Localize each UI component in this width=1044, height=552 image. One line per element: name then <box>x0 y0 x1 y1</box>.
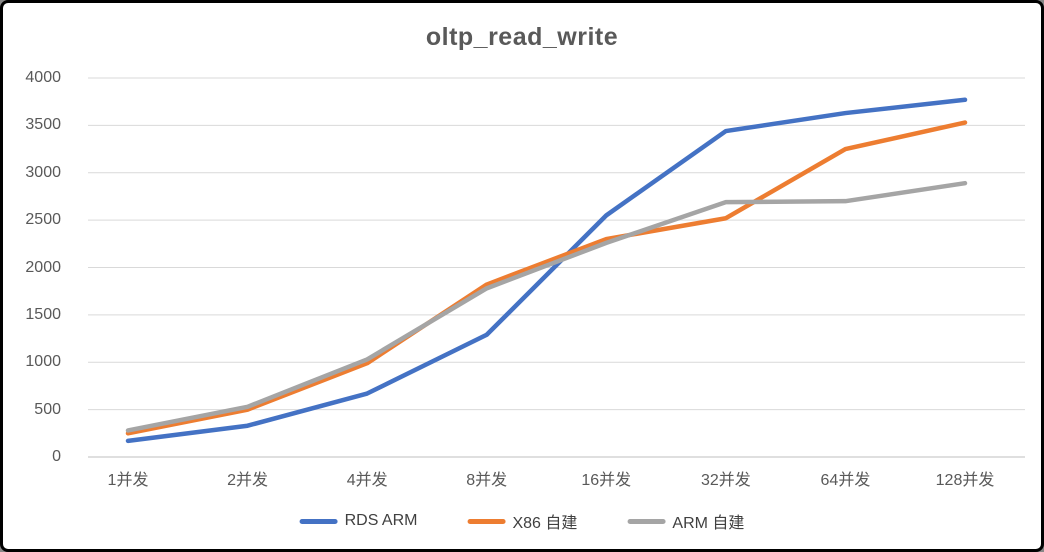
legend-line-swatch <box>467 518 506 524</box>
y-axis-tick-label: 1000 <box>25 353 61 371</box>
legend-item: ARM 自建 <box>627 509 744 533</box>
y-axis-tick-label: 4000 <box>25 69 61 86</box>
x-axis-tick-label: 128并发 <box>935 472 995 489</box>
legend-line-swatch <box>627 518 666 524</box>
x-axis-tick-label: 1并发 <box>107 472 149 489</box>
y-axis-tick-label: 3500 <box>25 116 61 134</box>
legend-item: RDS ARM <box>299 512 418 530</box>
series-line-0 <box>125 97 968 444</box>
x-axis-tick-label: 32并发 <box>700 472 751 489</box>
series-line-2 <box>125 180 968 433</box>
y-axis-tick-label: 0 <box>52 448 61 465</box>
legend-label: X86 自建 <box>512 515 578 532</box>
y-axis-tick-label: 2500 <box>25 211 61 229</box>
x-axis-tick-label: 16并发 <box>581 472 632 489</box>
x-axis-tick-label: 8并发 <box>466 472 508 489</box>
legend-item: X86 自建 <box>467 509 577 533</box>
legend-label: RDS ARM <box>344 512 418 529</box>
y-axis-tick-label: 500 <box>34 400 61 418</box>
chart-legend: RDS ARM X86 自建 ARM 自建 <box>299 509 744 533</box>
y-axis-tick-label: 1500 <box>25 305 61 323</box>
x-axis-tick-label: 2并发 <box>227 472 269 489</box>
series-line-1 <box>125 120 968 436</box>
legend-label: ARM 自建 <box>672 515 745 532</box>
y-axis-tick-label: 3000 <box>25 163 61 181</box>
legend-line-swatch <box>299 518 338 524</box>
chart-title: oltp_read_write <box>425 23 619 51</box>
y-axis-tick-label: 2000 <box>25 258 61 276</box>
x-axis-tick-label: 64并发 <box>820 472 871 489</box>
x-axis-tick-label: 4并发 <box>346 472 388 489</box>
line-chart-plot-area <box>88 77 1025 458</box>
